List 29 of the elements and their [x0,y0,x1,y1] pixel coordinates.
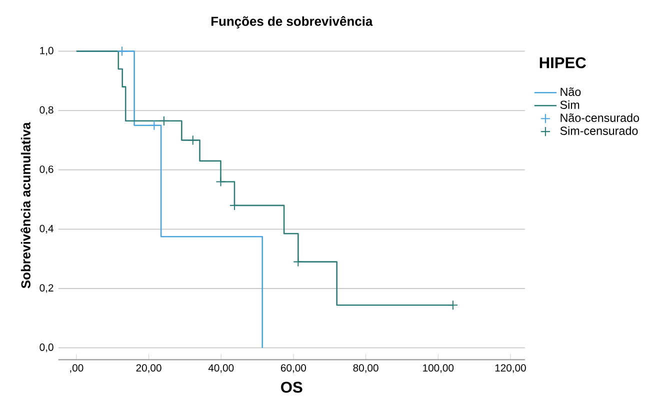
y-tick-label: 0,8 [40,106,54,115]
x-tick-label: 20,00 [136,364,162,373]
point [216,176,226,187]
point [229,200,240,210]
y-tick-label: 0,2 [40,284,54,293]
y-tick-label: 0,6 [40,165,54,174]
x-tick-label: 120,00 [495,364,526,373]
y-tick-label: 1,0 [40,46,54,56]
point [116,46,128,56]
chart-title: Funções de sobrevivência [211,16,373,28]
x-axis-title: OS [281,382,302,393]
legend-label: Sim-censurado [560,126,638,135]
legend-label: Não [560,87,581,96]
legend-label: Não-censurado [560,113,640,122]
x-tick-label: ,00 [70,364,84,373]
x-tick-label: 60,00 [281,364,306,373]
point [149,120,160,130]
x-tick-label: 100,00 [423,364,454,373]
point [293,256,304,267]
point [448,300,458,310]
point [188,134,198,146]
point [158,116,170,126]
y-axis-title: Sobrevivência acumulativa [20,122,30,288]
x-tick-label: 40,00 [208,364,234,373]
x-tick-label: 80,00 [353,364,378,373]
legend-label: Sim [560,100,580,109]
legend-title: HIPEC [540,57,586,68]
y-tick-label: 0,0 [40,343,54,352]
y-tick-label: 0,4 [40,224,54,234]
